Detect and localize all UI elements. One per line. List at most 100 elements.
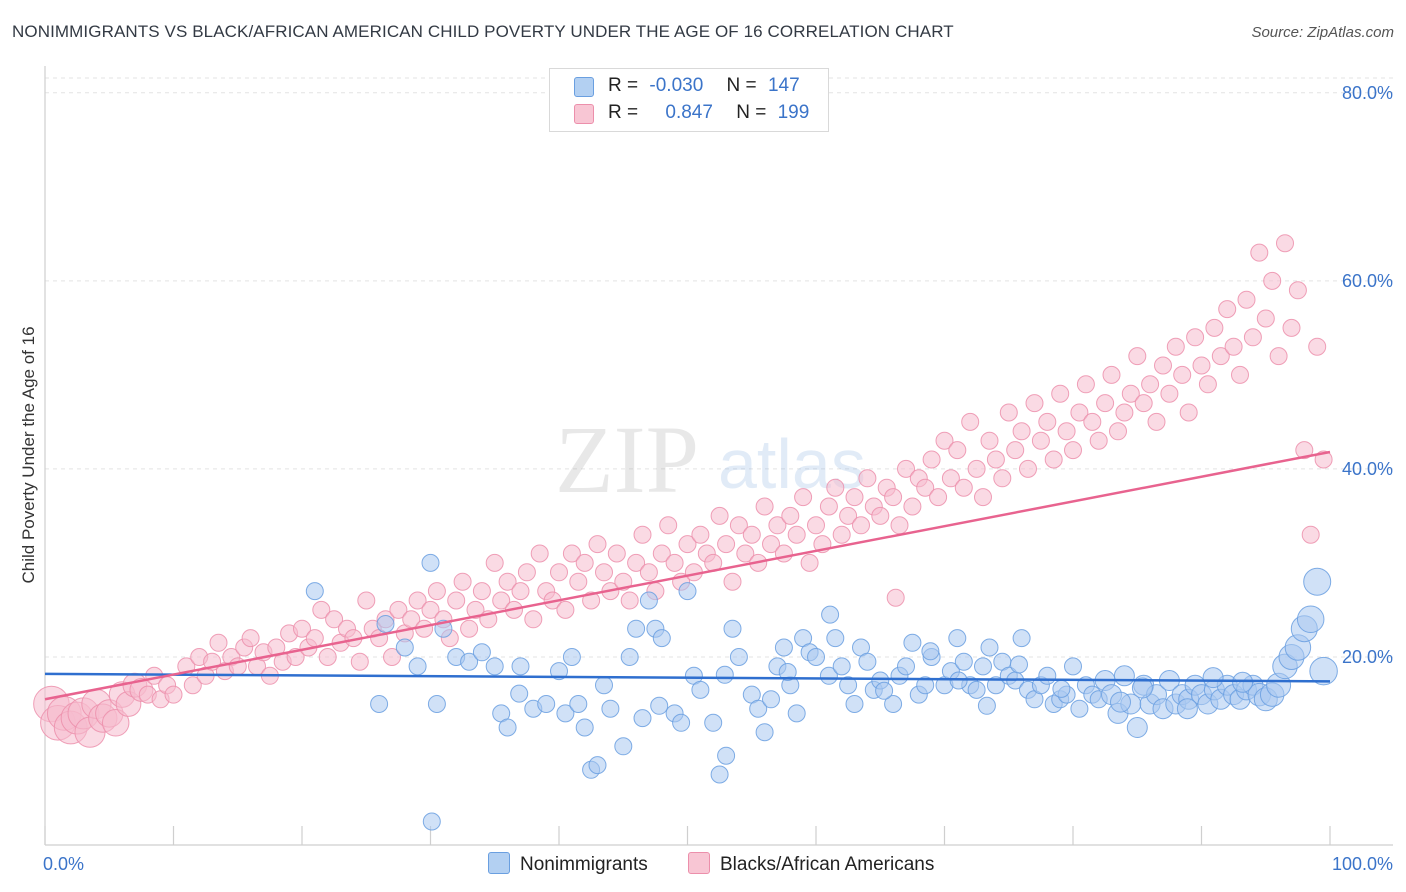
blue-point [986, 676, 1005, 695]
series-blacks-points [33, 234, 1333, 748]
pink-point [941, 469, 960, 488]
pink-point [357, 591, 376, 610]
pink-point [517, 563, 536, 582]
pink-point [427, 582, 446, 601]
blue-point [511, 657, 530, 676]
blue-point [845, 695, 864, 713]
watermark-zip: ZIP [555, 406, 699, 513]
pink-point [954, 478, 973, 497]
pink-point [832, 525, 851, 544]
pink-point [787, 525, 806, 544]
blue-point [376, 615, 395, 633]
pink-point [524, 610, 543, 629]
pink-point [312, 600, 331, 619]
blue-point [884, 695, 903, 713]
pink-point [886, 588, 905, 607]
blue-point [729, 648, 748, 666]
blue-point [1110, 691, 1131, 713]
pink-point [948, 441, 967, 460]
pink-point [652, 544, 671, 563]
bottom-legend-blacks[interactable]: Blacks/African Americans [688, 852, 934, 876]
blue-point [762, 690, 780, 709]
blue-point [1052, 679, 1071, 698]
tick-labels: 20.0% 40.0% 60.0% 80.0% 0.0% 100.0% [43, 83, 1393, 874]
blue-point [1202, 667, 1224, 689]
blue-point [723, 619, 742, 638]
pink-point [453, 572, 472, 591]
pink-point [1166, 337, 1185, 356]
blue-point [704, 713, 723, 732]
y-tick-label: 40.0% [1342, 459, 1393, 479]
pink-point [595, 563, 613, 582]
bottom-legend-label: Blacks/African Americans [720, 854, 935, 875]
pink-point [1276, 234, 1294, 253]
legend-swatch-blue [574, 77, 594, 97]
pink-point [421, 600, 440, 619]
blue-point [370, 695, 389, 713]
pink-point [550, 563, 568, 582]
pink-point [620, 591, 639, 610]
pink-point [1243, 328, 1262, 347]
pink-point [1076, 375, 1095, 394]
pink-point [935, 431, 954, 450]
pink-point [305, 629, 324, 648]
pink-point [1134, 394, 1153, 413]
trend-lines [44, 450, 1331, 701]
blue-point [1113, 665, 1135, 687]
blue-point [678, 582, 697, 601]
bottom-legend-label: Nonimmigrants [520, 854, 648, 875]
pink-point [922, 450, 941, 469]
pink-point [101, 709, 130, 737]
watermark-atlas: atlas [718, 425, 866, 503]
pink-point [1269, 347, 1288, 366]
pink-point [389, 600, 408, 619]
pink-point [665, 553, 684, 572]
y-tick-label: 60.0% [1342, 271, 1393, 291]
pink-point [466, 600, 485, 619]
source-label[interactable]: Source: ZipAtlas.com [1251, 24, 1394, 41]
blue-point [774, 638, 793, 657]
pink-point [1288, 281, 1307, 300]
blue-point [652, 629, 671, 648]
pink-point [1038, 412, 1057, 431]
blue-point [1126, 717, 1148, 738]
blue-point [305, 582, 324, 601]
watermark: ZIP atlas [555, 406, 866, 513]
pink-point [993, 469, 1012, 488]
pink-point [556, 600, 575, 619]
blue-point [1064, 657, 1082, 676]
pink-point [1128, 347, 1147, 366]
pink-point [209, 633, 228, 652]
blue-point [1010, 655, 1028, 674]
legend-r-label: R = [608, 102, 639, 123]
blue-point [897, 657, 915, 676]
blue-point [1296, 605, 1325, 634]
pink-point [929, 488, 948, 507]
pink-point [723, 572, 742, 591]
pink-point [633, 525, 652, 544]
pink-point [1096, 394, 1115, 413]
pink-point [588, 535, 607, 554]
legend-swatch-pink [574, 104, 594, 124]
pink-point [974, 488, 992, 507]
pink-point [845, 488, 864, 507]
pink-point [1218, 300, 1237, 319]
pink-point [241, 629, 260, 648]
blue-point [916, 676, 935, 695]
pink-point [781, 506, 800, 525]
pink-point [1179, 403, 1198, 422]
legend-n-label: N = [736, 102, 767, 123]
blue-point [537, 695, 556, 713]
pink-point [819, 497, 838, 516]
pink-point [511, 582, 530, 601]
pink-point [1083, 412, 1102, 431]
pink-point [1173, 365, 1192, 384]
series-nonimmigrants-points [305, 553, 1338, 831]
pink-point [183, 676, 202, 695]
bottom-legend-nonimmigrants[interactable]: Nonimmigrants [488, 852, 648, 876]
pink-point [884, 488, 903, 507]
pink-point [1025, 394, 1044, 413]
legend-n-value: 199 [777, 102, 810, 123]
pink-point [1160, 384, 1179, 403]
legend-r-value: -0.030 [649, 75, 704, 96]
